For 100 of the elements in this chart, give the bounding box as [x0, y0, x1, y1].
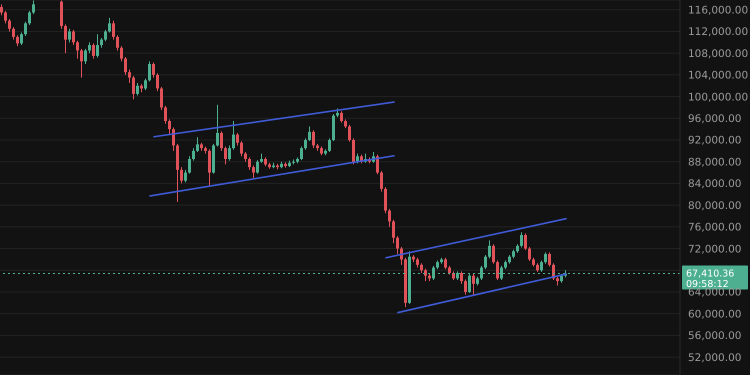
candlestick: [528, 246, 531, 262]
candlestick: [548, 252, 551, 267]
candlestick: [304, 138, 307, 150]
candlestick: [112, 20, 115, 40]
candlestick: [104, 29, 107, 42]
candlestick: [460, 270, 463, 284]
y-tick-label: 100,000.00: [688, 91, 748, 104]
candlestick: [64, 24, 67, 54]
candlestick: [420, 262, 423, 274]
candlestick: [396, 236, 399, 254]
candlestick: [524, 232, 527, 251]
y-tick-label: 64,000.00: [688, 286, 742, 299]
candlestick: [252, 165, 255, 179]
candlestick: [4, 10, 7, 24]
y-tick-label: 80,000.00: [688, 200, 742, 212]
candlestick: [236, 132, 239, 146]
candlestick: [84, 48, 87, 65]
candlestick: [108, 17, 111, 34]
candlestick: [124, 56, 127, 76]
y-tick-label: 60,000.00: [688, 308, 742, 320]
candlestick: [128, 68, 131, 84]
candlestick: [20, 32, 23, 46]
candlestick: [328, 138, 331, 152]
candlestick: [416, 257, 419, 268]
candlestick: [188, 156, 191, 174]
candlestick: [120, 46, 123, 62]
candlestick: [168, 118, 171, 136]
candlestick: [164, 105, 167, 124]
candlestick: [76, 40, 79, 60]
candlestick: [224, 146, 227, 165]
candlestick: [116, 34, 119, 51]
candlestick: [472, 274, 475, 296]
candlestick: [172, 127, 175, 152]
candlestick: [496, 260, 499, 281]
candlestick: [216, 104, 219, 148]
candlestick: [72, 29, 75, 46]
candlestick: [520, 232, 523, 248]
candlestick: [144, 78, 147, 91]
candlestick: [256, 160, 259, 174]
candlestick: [88, 42, 91, 54]
candlestick: [148, 60, 151, 82]
candlestick: [8, 18, 11, 32]
candlestick: [240, 140, 243, 157]
candlestick: [152, 62, 155, 78]
y-tick-label: 96,000.00: [688, 113, 742, 126]
candlestick: [156, 72, 159, 92]
candlestick: [352, 138, 355, 165]
y-tick-label: 84,000.00: [688, 178, 742, 190]
candlestick: [312, 130, 315, 149]
candlestick: [244, 151, 247, 162]
y-tick-label: 108,000.00: [688, 48, 748, 60]
candlestick: [220, 130, 223, 152]
y-tick-label: 112,000.00: [688, 26, 748, 38]
candlestick: [100, 37, 103, 48]
candlestick: [92, 42, 95, 60]
y-tick-label: 72,000.00: [688, 243, 742, 256]
candlestick: [492, 244, 495, 264]
y-tick-label: 116,000.00: [688, 4, 748, 16]
y-tick-label: 52,000.00: [688, 352, 742, 364]
candlestick: [132, 75, 135, 100]
candlestick: [228, 144, 231, 162]
candlestick: [80, 48, 83, 78]
y-tick-label: 88,000.00: [688, 156, 742, 168]
candlestick: [12, 26, 15, 40]
y-tick-label: 76,000.00: [688, 222, 742, 234]
candlestick: [208, 148, 211, 187]
candlestick: [392, 219, 395, 244]
candlestick: [384, 186, 387, 214]
candlestick: [28, 10, 31, 26]
candlestick: [248, 156, 251, 170]
candlestick: [68, 28, 71, 43]
candlestick: [380, 170, 383, 192]
candlestick: [24, 21, 27, 36]
candlestick: [232, 120, 235, 150]
candlestick: [16, 34, 19, 47]
candlestick: [196, 136, 199, 152]
y-tick-label: 56,000.00: [688, 330, 742, 342]
candlestick: [540, 260, 543, 272]
candlestick: [484, 254, 487, 270]
candlestick: [300, 146, 303, 161]
y-tick-label: 104,000.00: [688, 70, 748, 82]
candlestick: [488, 240, 491, 259]
candlestick: [348, 124, 351, 142]
ref-line-label: 67,410.36: [686, 268, 734, 280]
candlestick: [184, 169, 187, 183]
candlestick: [308, 126, 311, 142]
candlestick: [388, 208, 391, 228]
candlestick: [444, 257, 447, 270]
candlestick: [464, 278, 467, 296]
candlestick: [32, 0, 35, 15]
candlestick: [96, 34, 99, 58]
candlestick: [340, 110, 343, 124]
candlestick: [192, 148, 195, 162]
candlestick: [136, 82, 139, 96]
candlestick: [544, 252, 547, 264]
candlestick: [260, 153, 263, 164]
candlestick: [160, 86, 163, 111]
candlestick: [180, 166, 183, 184]
y-tick-label: 92,000.00: [688, 134, 742, 147]
candlestick: [0, 4, 3, 16]
